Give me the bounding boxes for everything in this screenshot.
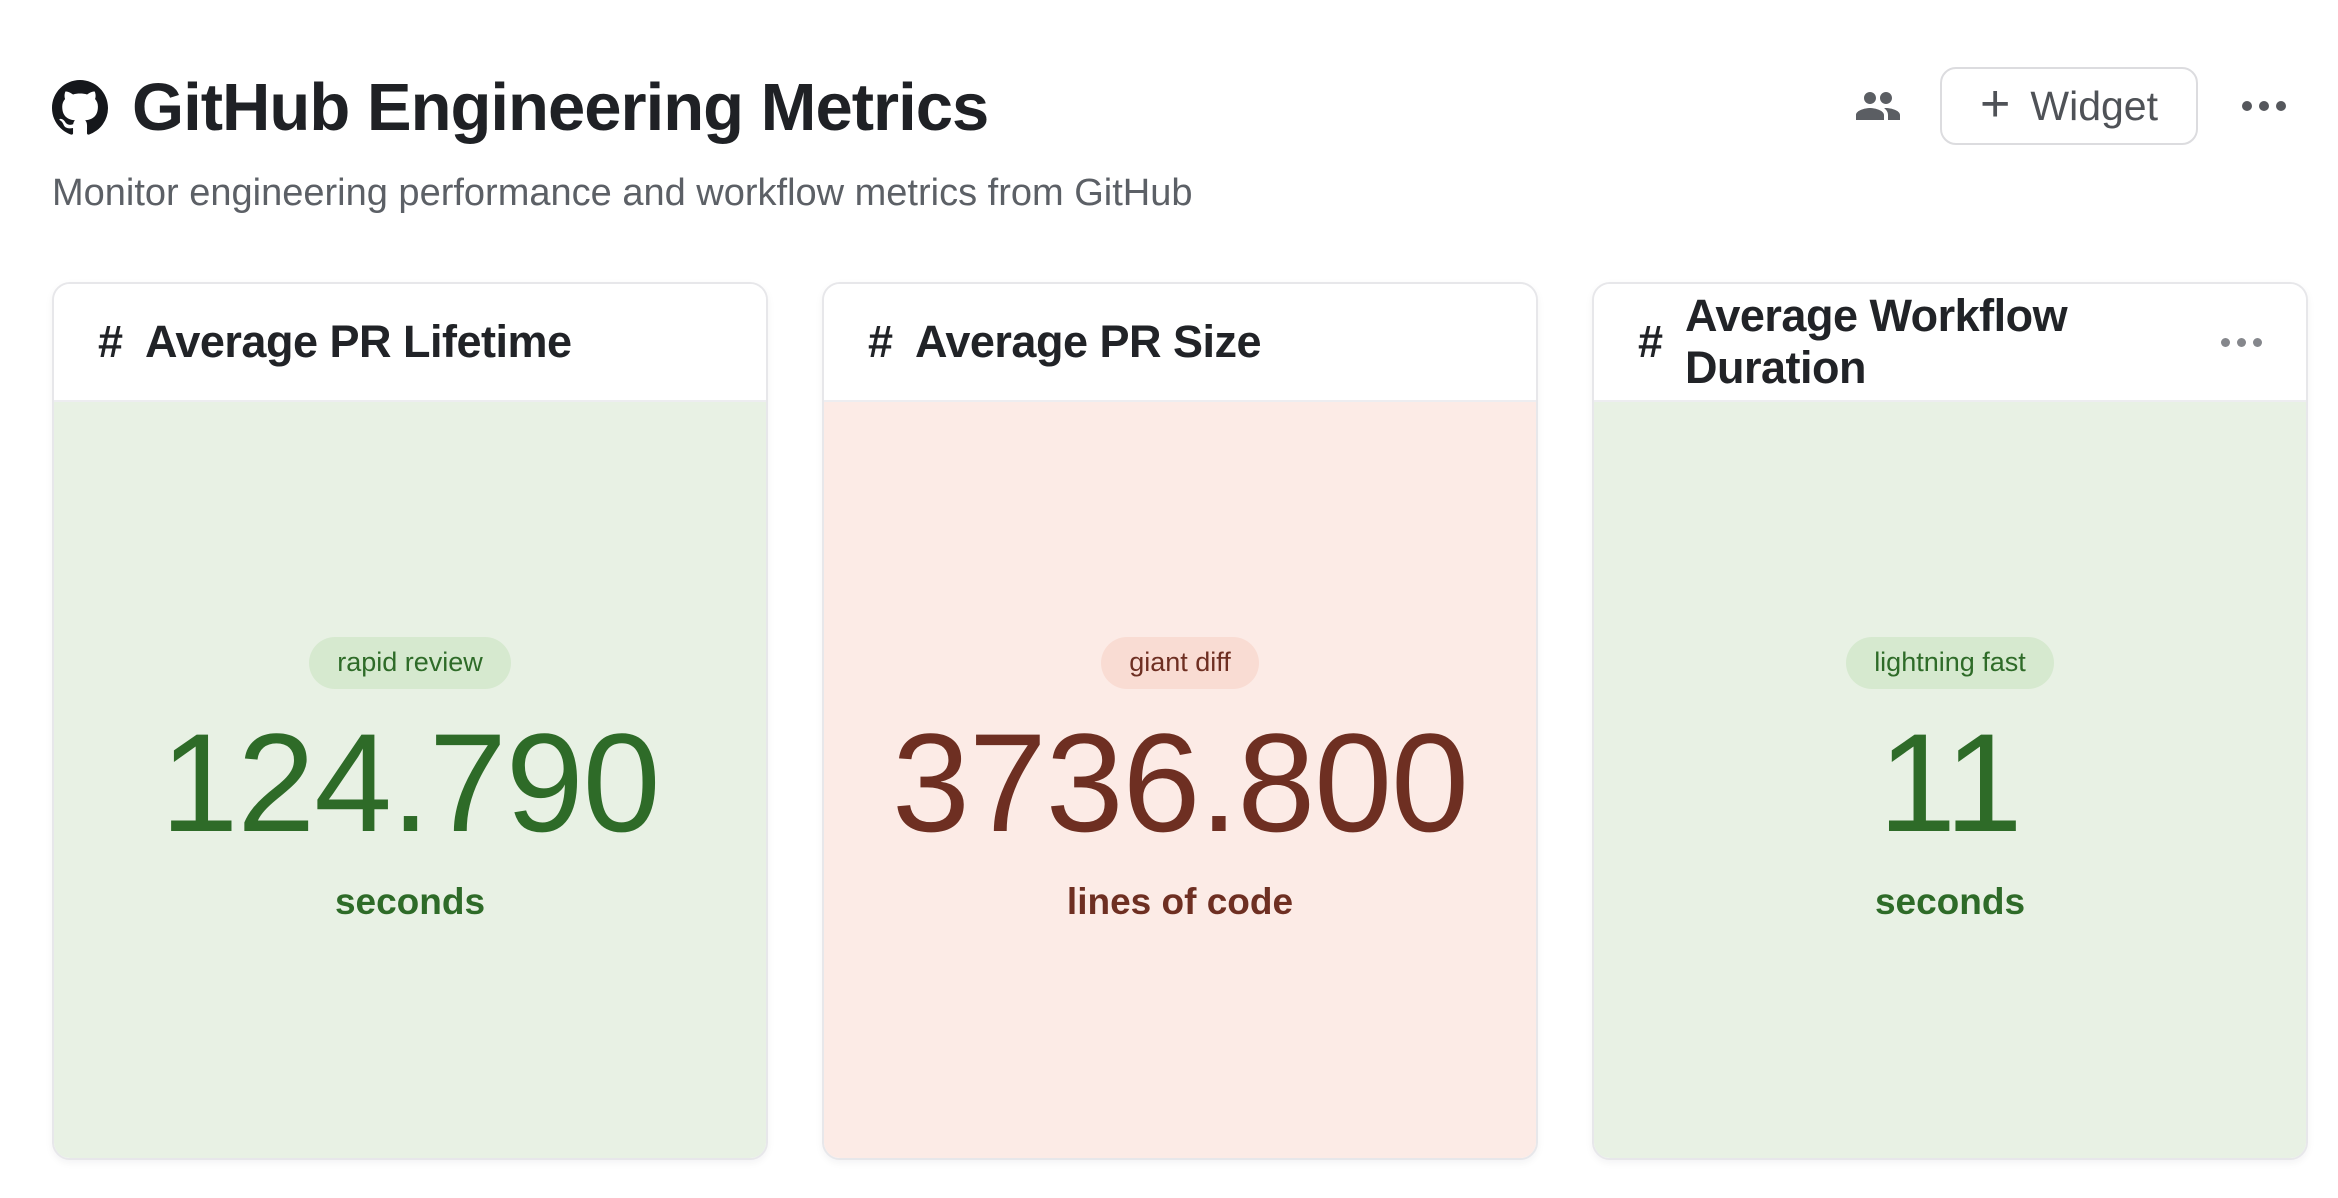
add-widget-label: Widget [2030, 82, 2158, 129]
cards-row: # Average PR Lifetime rapid review 124.7… [52, 282, 2308, 1160]
card-title: Average PR Size [915, 316, 1262, 367]
number-widget-icon: # [98, 316, 124, 367]
card-header: # Average PR Size [824, 284, 1536, 402]
add-widget-button[interactable]: + Widget [1940, 67, 2198, 145]
metric-unit: seconds [1874, 880, 2026, 922]
page-title: GitHub Engineering Metrics [132, 70, 989, 145]
metric-unit: seconds [334, 880, 486, 922]
card-average-workflow-duration: # Average Workflow Duration lightning fa… [1592, 282, 2308, 1160]
number-widget-icon: # [1638, 316, 1664, 367]
card-body: giant diff 3736.800 lines of code [824, 402, 1536, 1158]
people-icon[interactable] [1854, 82, 1902, 130]
status-badge: lightning fast [1846, 637, 2054, 689]
page-subtitle: Monitor engineering performance and work… [52, 172, 1193, 215]
metric-unit: lines of code [1066, 880, 1294, 922]
github-logo-icon [52, 80, 108, 136]
card-title: Average PR Lifetime [145, 316, 572, 367]
page-header: GitHub Engineering Metrics Monitor engin… [52, 0, 2308, 215]
metric-value: 11 [1878, 703, 2022, 861]
card-body: lightning fast 11 seconds [1594, 402, 2306, 1158]
card-body: rapid review 124.790 seconds [54, 402, 766, 1158]
metric-value: 124.790 [160, 703, 660, 861]
card-average-pr-lifetime: # Average PR Lifetime rapid review 124.7… [52, 282, 768, 1160]
more-options-icon[interactable] [2242, 101, 2286, 111]
card-menu-icon[interactable] [2221, 337, 2262, 347]
header-actions: + Widget [1854, 67, 2286, 145]
number-widget-icon: # [868, 316, 894, 367]
card-title: Average Workflow Duration [1685, 290, 2068, 393]
card-header: # Average Workflow Duration [1594, 284, 2306, 402]
title-row: GitHub Engineering Metrics [52, 68, 2308, 148]
status-badge: rapid review [309, 637, 511, 689]
metric-value: 3736.800 [892, 703, 1469, 861]
card-average-pr-size: # Average PR Size giant diff 3736.800 li… [822, 282, 1538, 1160]
plus-icon: + [1980, 74, 2011, 133]
status-badge: giant diff [1101, 637, 1259, 689]
card-header: # Average PR Lifetime [54, 284, 766, 402]
